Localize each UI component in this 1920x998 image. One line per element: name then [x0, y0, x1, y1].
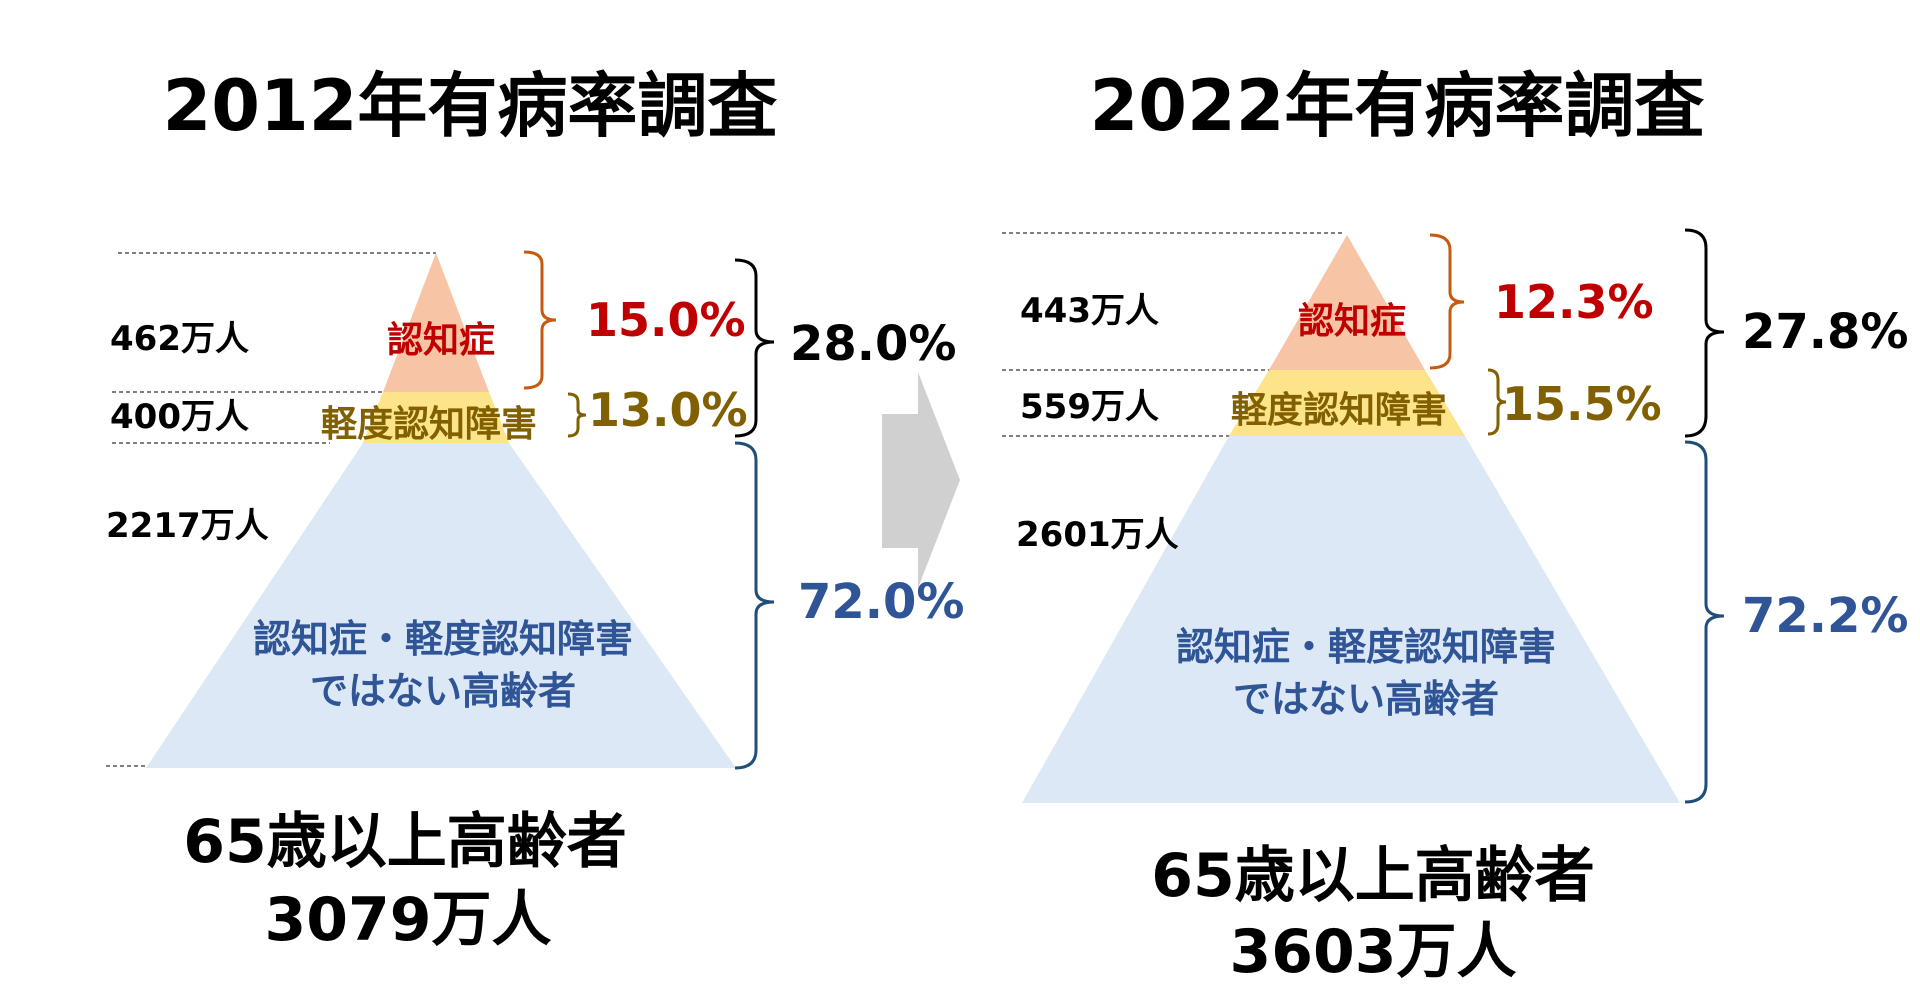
dementia-percent: 12.3%	[1494, 275, 1654, 329]
dementia-label: 認知症	[387, 320, 495, 361]
combined-percent: 27.8%	[1742, 304, 1909, 360]
pyramid-segment-healthy	[1022, 436, 1680, 803]
total-count: 3603万人	[1230, 917, 1517, 987]
mci-count: 559万人	[1020, 387, 1159, 427]
dementia-count: 443万人	[1020, 291, 1159, 331]
healthy-label-line1: 認知症・軽度認知障害	[1176, 625, 1556, 669]
healthy-bracket	[734, 441, 775, 770]
dementia-bracket	[1429, 233, 1465, 370]
mci-bracket	[567, 392, 587, 438]
healthy-percent: 72.2%	[1742, 588, 1909, 644]
healthy-bracket	[1684, 440, 1725, 804]
pyramid-segment-mci	[1229, 370, 1465, 436]
healthy-label-line2: ではない高齢者	[1233, 677, 1499, 721]
mci-percent: 15.5%	[1502, 377, 1662, 431]
total-label: 65歳以上高齢者	[1151, 841, 1595, 911]
survey-panel-2012: 2012年有病率調査 認知症 軽度認知障害 認知症・軽度認知障害 ではない高齢者…	[106, 65, 965, 955]
mci-bracket	[1487, 368, 1507, 436]
panel-title: 2012年有病率調査	[163, 65, 778, 147]
pyramid-segment-dementia	[383, 253, 489, 392]
dementia-bracket	[523, 250, 557, 390]
healthy-count: 2601万人	[1016, 515, 1179, 555]
pyramid-segment-dementia	[1269, 235, 1425, 370]
combined-percent: 28.0%	[790, 316, 957, 372]
healthy-label-line1: 認知症・軽度認知障害	[253, 617, 633, 661]
dementia-count: 462万人	[110, 319, 249, 359]
mci-label: 軽度認知障害	[321, 404, 537, 445]
survey-panel-2022: 2022年有病率調査 認知症 軽度認知障害 認知症・軽度認知障害 ではない高齢者…	[1002, 65, 1909, 987]
total-label: 65歳以上高齢者	[183, 807, 627, 877]
pyramid-segment-healthy	[146, 443, 736, 768]
pyramid-segment-mci	[363, 392, 509, 443]
mci-label: 軽度認知障害	[1231, 390, 1447, 431]
right-arrow-icon	[882, 372, 960, 588]
combined-bracket	[734, 258, 775, 438]
dementia-label: 認知症	[1298, 301, 1406, 342]
healthy-count: 2217万人	[106, 506, 269, 546]
healthy-percent: 72.0%	[798, 574, 965, 630]
mci-percent: 13.0%	[588, 383, 748, 437]
panel-title: 2022年有病率調査	[1090, 65, 1705, 147]
total-count: 3079万人	[265, 885, 552, 955]
dementia-percent: 15.0%	[586, 293, 746, 347]
healthy-label-line2: ではない高齢者	[310, 669, 576, 713]
mci-count: 400万人	[110, 397, 249, 437]
combined-bracket	[1684, 228, 1725, 438]
